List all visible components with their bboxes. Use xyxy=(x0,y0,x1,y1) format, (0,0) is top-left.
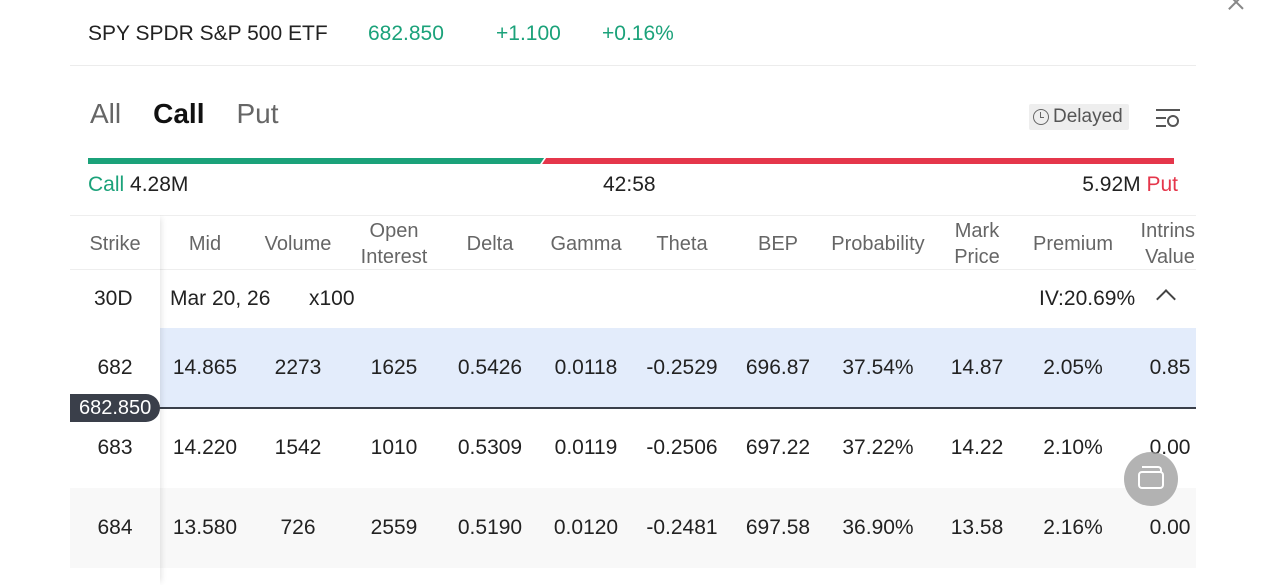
strike-cell: 684 xyxy=(97,516,133,539)
tab-all[interactable]: All xyxy=(90,98,122,129)
open-interest-cell: 1625 xyxy=(370,356,418,379)
intrinsic-value-cell: 0.00 xyxy=(1149,516,1191,539)
table-row[interactable]: 682 14.865 2273 1625 0.5426 0.0118 -0.25… xyxy=(70,328,1196,408)
premium-cell: 2.16% xyxy=(1043,516,1103,539)
col-bep[interactable]: BEP xyxy=(757,232,799,255)
last-price: 682.850 xyxy=(368,22,444,45)
put-label: Put xyxy=(1146,173,1178,196)
col-theta[interactable]: Theta xyxy=(656,232,708,255)
current-price-marker: 682.850 xyxy=(70,394,161,422)
col-strike[interactable]: Strike xyxy=(89,232,141,255)
delta-cell: 0.5190 xyxy=(457,516,523,539)
mid-cell: 13.580 xyxy=(172,516,238,539)
premium-cell: 2.05% xyxy=(1043,356,1103,379)
tab-put[interactable]: Put xyxy=(236,98,279,129)
bep-cell: 697.58 xyxy=(745,516,811,539)
col-mark-price[interactable]: Mark Price xyxy=(954,219,1000,268)
chevron-up-icon[interactable] xyxy=(1156,289,1176,309)
switch-window-icon xyxy=(1138,471,1164,489)
theta-cell: -0.2529 xyxy=(646,356,718,379)
gamma-cell: 0.0118 xyxy=(554,356,618,379)
divider xyxy=(70,65,1196,66)
implied-volatility: IV:20.69% xyxy=(1039,287,1136,310)
delayed-label: Delayed xyxy=(1053,106,1123,127)
volume-cell: 2273 xyxy=(274,356,322,379)
bep-cell: 697.22 xyxy=(745,436,811,459)
call-put-ratio-bar xyxy=(88,158,1174,164)
col-intrinsic-value[interactable]: Intrinsi Value xyxy=(1140,219,1196,268)
table-row[interactable]: 683 14.220 1542 1010 0.5309 0.0119 -0.25… xyxy=(70,408,1196,488)
col-volume[interactable]: Volume xyxy=(264,232,332,255)
close-icon[interactable] xyxy=(1225,0,1247,14)
expiry-group-row[interactable]: 30D Mar 20, 26 x100 IV:20.69% xyxy=(70,271,1196,328)
mark-price-cell: 13.58 xyxy=(950,516,1004,539)
price-change: +1.100 xyxy=(496,22,561,45)
put-volume-fill xyxy=(542,158,1174,164)
probability-cell: 37.54% xyxy=(842,356,914,379)
call-label: Call xyxy=(88,173,125,196)
col-premium[interactable]: Premium xyxy=(1032,232,1113,255)
delayed-badge[interactable]: Delayed xyxy=(1029,104,1129,130)
call-put-ratio: 42:58 xyxy=(603,173,656,196)
volume-cell: 1542 xyxy=(274,436,322,459)
price-change-percent: +0.16% xyxy=(602,22,674,45)
probability-cell: 37.22% xyxy=(842,436,914,459)
col-mid[interactable]: Mid xyxy=(188,232,222,255)
delta-cell: 0.5426 xyxy=(457,356,523,379)
open-interest-cell: 1010 xyxy=(370,436,418,459)
mid-cell: 14.220 xyxy=(172,436,238,459)
switch-window-button[interactable] xyxy=(1124,452,1178,506)
bep-cell: 696.87 xyxy=(745,356,811,379)
put-volume: 5.92M xyxy=(1082,173,1141,196)
expiry-date: Mar 20, 26 xyxy=(170,287,271,310)
current-price-line xyxy=(70,407,1196,409)
col-delta[interactable]: Delta xyxy=(466,232,514,255)
col-probability[interactable]: Probability xyxy=(831,232,925,255)
col-open-interest[interactable]: Open Interest xyxy=(360,219,428,268)
option-chain-table: Strike Mid Volume Open Interest Delta Ga… xyxy=(70,215,1196,585)
ticker-name: SPY SPDR S&P 500 ETF xyxy=(88,22,328,45)
tab-call[interactable]: Call xyxy=(153,98,205,129)
clock-icon xyxy=(1033,109,1049,125)
filter-settings-icon[interactable] xyxy=(1156,106,1182,130)
days-to-expiry: 30D xyxy=(94,287,133,310)
option-type-tabs: All Call Put xyxy=(90,98,311,130)
delta-cell: 0.5309 xyxy=(457,436,523,459)
mark-price-cell: 14.22 xyxy=(950,436,1004,459)
col-gamma[interactable]: Gamma xyxy=(550,232,622,255)
contract-multiplier: x100 xyxy=(309,287,355,310)
call-put-ratio-labels: Call 4.28M 42:58 5.92M Put xyxy=(88,173,1178,201)
open-interest-cell: 2559 xyxy=(370,516,418,539)
theta-cell: -0.2481 xyxy=(646,516,718,539)
premium-cell: 2.10% xyxy=(1043,436,1103,459)
call-volume: 4.28M xyxy=(130,173,189,196)
gamma-cell: 0.0120 xyxy=(553,516,619,539)
call-volume-fill xyxy=(88,158,544,164)
probability-cell: 36.90% xyxy=(842,516,914,539)
mark-price-cell: 14.87 xyxy=(950,356,1004,379)
intrinsic-value-cell: 0.85 xyxy=(1149,356,1191,379)
strike-cell: 683 xyxy=(97,436,133,459)
gamma-cell: 0.0119 xyxy=(554,436,618,459)
mid-cell: 14.865 xyxy=(172,356,238,379)
theta-cell: -0.2506 xyxy=(646,436,718,459)
table-header: Strike Mid Volume Open Interest Delta Ga… xyxy=(70,215,1196,270)
volume-cell: 726 xyxy=(280,516,316,539)
quote-header: SPY SPDR S&P 500 ETF 682.850 +1.100 +0.1… xyxy=(88,19,674,49)
table-row[interactable]: 684 13.580 726 2559 0.5190 0.0120 -0.248… xyxy=(70,488,1196,568)
